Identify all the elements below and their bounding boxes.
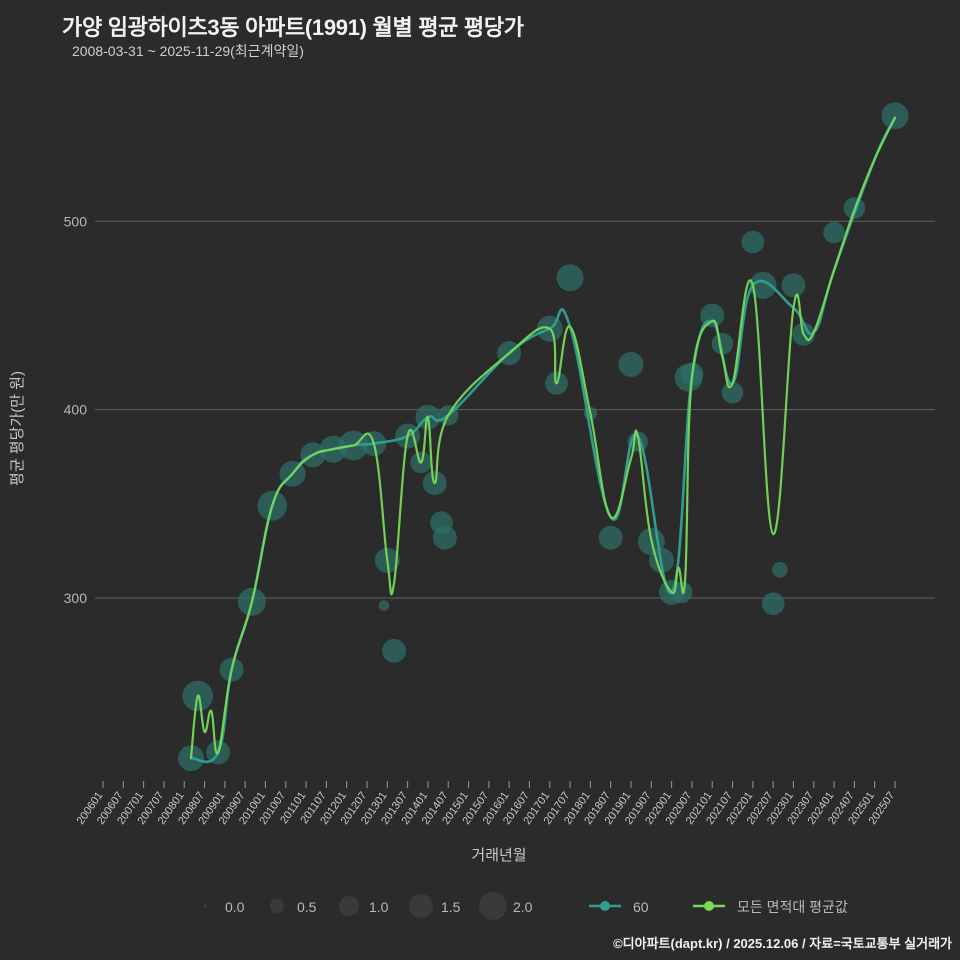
legend-series-label: 60 [633,899,649,915]
bubble-point [741,230,765,254]
bubble-point [711,332,734,355]
series-lines [189,116,897,764]
y-tick-label: 300 [64,590,88,606]
legend-size-label: 0.5 [297,899,317,915]
legend-size-label: 0.0 [225,899,245,915]
series-line [189,116,897,760]
bubble-point [721,381,744,404]
legend-series-label: 모든 면적대 평균값 [737,899,848,915]
y-axis-title: 평균 평당가(만 원) [9,371,26,486]
legend-size-label: 1.5 [441,899,461,915]
bubble-point [382,638,407,663]
bubble-point [618,351,644,377]
legend-size-marker [270,899,284,913]
legend-series-marker [704,901,714,911]
axis-titles: 거래년월 평균 평당가(만 원) [9,371,527,864]
bubble-point [432,525,457,550]
legend-series-marker [600,901,610,911]
series-line [189,116,897,764]
bubble-point [749,271,777,299]
x-axis-title: 거래년월 [471,847,526,864]
legend-size-marker [409,894,433,918]
bubble-point [823,221,845,244]
x-axis-ticks: 2006012006072007012007072008012008072009… [75,781,897,827]
chart-subtitle: 2008-03-31 ~ 2025-11-29(최근계약일) [72,43,304,59]
grid-lines [95,220,935,599]
bubble-point [772,562,788,578]
legend-size-label: 1.0 [369,899,389,915]
chart-legend: 0.0 0.5 1.0 1.5 2.0 60 모든 면적대 평균값 [203,892,848,920]
bubble-point [761,592,785,616]
y-tick-label: 400 [64,402,88,418]
bubble-points [177,102,909,772]
footer-credit: ©디아파트(dapt.kr) / 2025.12.06 / 자료=국토교통부 실… [613,936,952,951]
y-axis-ticks: 300 400 500 [64,213,88,606]
y-tick-label: 500 [64,213,88,229]
bubble-point [378,600,390,611]
legend-size-label: 2.0 [513,899,533,915]
legend-size-marker [203,904,207,908]
bubble-point [881,102,909,130]
legend-size-marker [479,892,507,920]
legend-size-marker [339,896,359,916]
bubble-point [598,525,623,550]
page-title: 가양 임광하이츠3동 아파트(1991) 월별 평균 평당가 [62,15,524,40]
bubble-point [781,273,806,298]
bubble-point [556,264,584,292]
